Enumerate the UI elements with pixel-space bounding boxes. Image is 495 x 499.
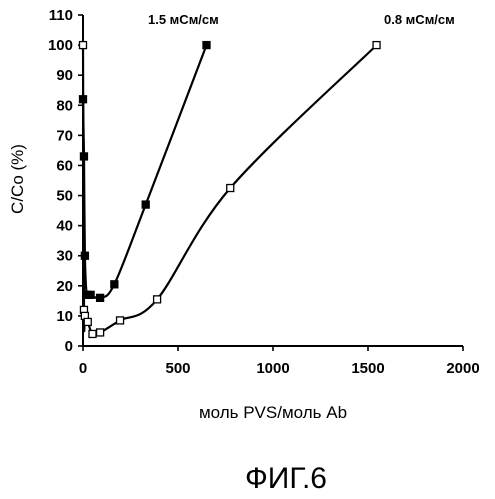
y-tick-label: 100 — [48, 37, 73, 54]
x-tick-label: 500 — [165, 360, 190, 377]
data-point-open — [78, 40, 88, 50]
y-axis-label: C/Co (%) — [8, 144, 27, 214]
x-tick-label: 1000 — [256, 360, 289, 377]
data-point-open — [95, 328, 105, 337]
y-tick-label: 70 — [56, 127, 73, 144]
y-tick-label: 10 — [56, 308, 73, 325]
data-point-open — [83, 317, 92, 327]
data-point-filled — [202, 40, 211, 50]
data-point-filled — [95, 293, 105, 303]
x-axis-ticks: 0 500 1000 1500 2000 — [79, 346, 480, 377]
y-tick-label: 30 — [56, 248, 73, 265]
data-point-filled — [79, 152, 89, 161]
y-tick-label: 110 — [49, 7, 73, 24]
y-tick-label: 20 — [56, 278, 73, 295]
data-point-open — [115, 316, 125, 325]
data-point-filled — [80, 251, 90, 260]
data-point-filled — [78, 95, 88, 104]
x-tick-label: 0 — [79, 360, 87, 377]
y-tick-label: 80 — [56, 97, 73, 114]
series-line-1 — [81, 44, 208, 300]
y-tick-label: 0 — [65, 338, 73, 355]
data-point-filled — [141, 200, 150, 209]
series-label-1-5: 1.5 мСм/см — [148, 12, 219, 27]
x-tick-label: 1500 — [351, 360, 384, 377]
y-tick-label: 50 — [56, 188, 73, 205]
x-tick-label: 2000 — [446, 360, 479, 377]
data-point-filled — [110, 280, 119, 289]
series-label-0-8: 0.8 мСм/см — [384, 12, 455, 27]
y-tick-label: 40 — [56, 218, 73, 235]
x-axis-label: моль PVS/моль Ab — [199, 403, 347, 422]
data-point-open — [88, 329, 97, 339]
data-point-filled — [86, 290, 95, 299]
series-group — [78, 40, 381, 339]
data-point-open — [226, 183, 235, 193]
data-point-open — [152, 295, 162, 304]
y-tick-label: 60 — [56, 157, 73, 174]
figure-caption: ФИГ.6 — [245, 462, 327, 495]
y-axis-ticks: 0 10 20 30 40 50 60 70 80 90 100 110 — [48, 7, 83, 355]
y-tick-label: 90 — [56, 67, 73, 84]
data-point-open — [372, 40, 381, 50]
